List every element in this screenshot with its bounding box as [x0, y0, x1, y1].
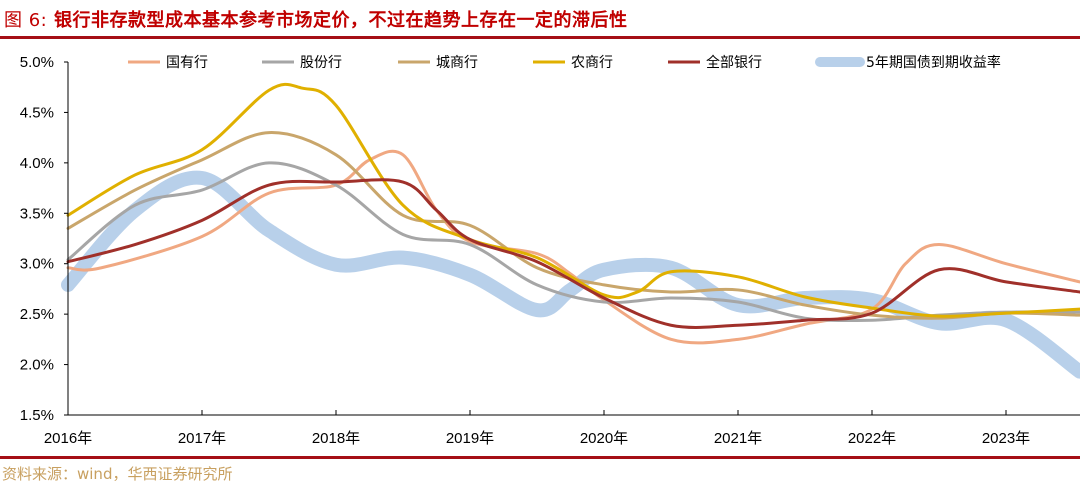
y-tick-label: 4.5%: [20, 104, 54, 121]
x-tick-label: 2017年: [178, 430, 226, 447]
x-tick-label: 2023年: [982, 430, 1030, 447]
title-divider: [0, 36, 1080, 39]
x-tick-label: 2021年: [714, 430, 762, 447]
legend-label: 股份行: [300, 55, 342, 71]
series-line-5: [61, 170, 1080, 379]
x-tick-label: 2019年: [446, 430, 494, 447]
x-tick-label: 2022年: [848, 430, 896, 447]
y-tick-label: 2.0%: [20, 357, 54, 374]
legend-label: 城商行: [436, 55, 478, 71]
series-line-4: [66, 178, 1080, 329]
figure-label: 图 6:: [4, 10, 48, 31]
figure-title: 图 6: 银行非存款型成本基本参考市场定价，不过在趋势上存在一定的滞后性: [4, 6, 628, 32]
figure-title-text: 银行非存款型成本基本参考市场定价，不过在趋势上存在一定的滞后性: [54, 10, 628, 31]
legend-label: 农商行: [571, 55, 613, 71]
source-note: 资料来源：wind，华西证券研究所: [2, 465, 233, 483]
legend-label: 5年期国债到期收益率: [866, 54, 1001, 71]
x-tick-label: 2016年: [44, 430, 92, 447]
x-tick-label: 2020年: [580, 430, 628, 447]
y-tick-label: 5.0%: [20, 54, 54, 71]
x-tick-label: 2018年: [312, 430, 360, 447]
y-tick-label: 4.0%: [20, 155, 54, 172]
y-tick-label: 2.5%: [20, 306, 54, 323]
y-tick-label: 3.5%: [20, 205, 54, 222]
y-tick-label: 3.0%: [20, 256, 54, 273]
line-chart: 1.5% 2.0% 2.5% 3.0% 3.5% 4.0% 4.5% 5.0% 2016年 201…: [20, 54, 1080, 447]
y-tick-label: 1.5%: [20, 407, 54, 424]
series-line-0: [66, 149, 1080, 345]
legend-label: 国有行: [166, 55, 208, 71]
footer-divider: [0, 456, 1080, 459]
legend-label: 全部银行: [706, 54, 762, 71]
